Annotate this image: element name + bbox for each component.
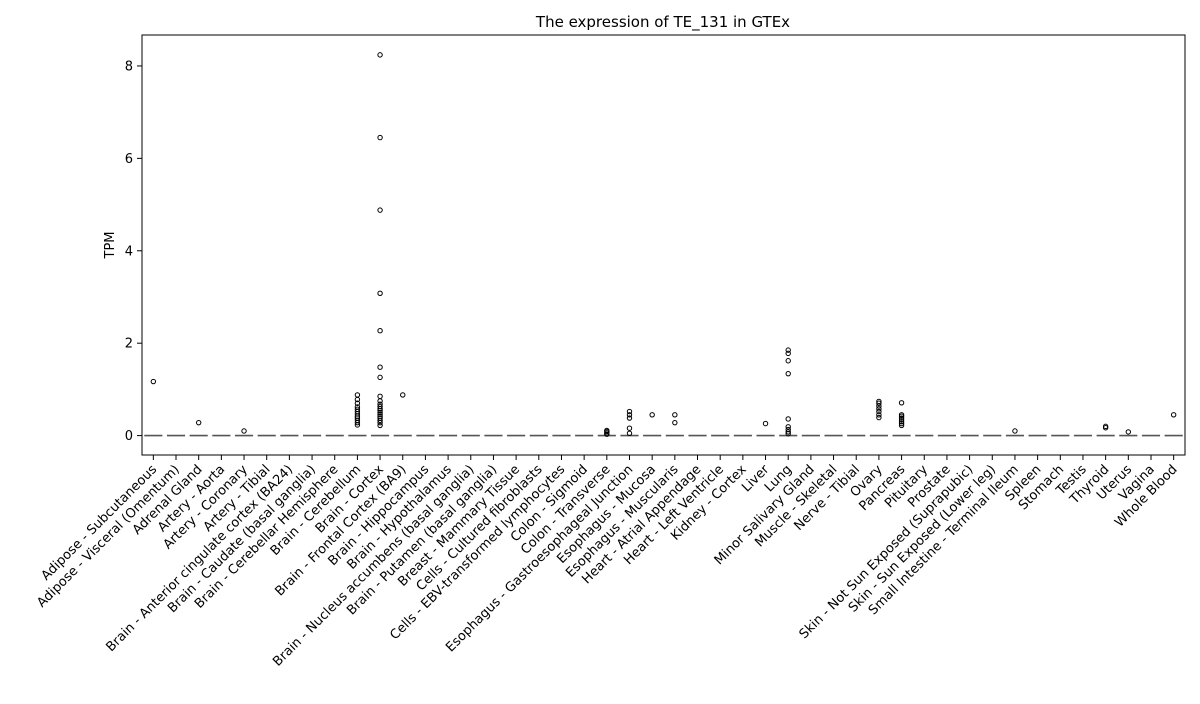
outlier-point [377, 409, 383, 416]
outlier-point [672, 419, 678, 426]
outlier-point [785, 347, 791, 353]
outlier-point [377, 328, 383, 334]
outlier-point [354, 400, 361, 406]
outlier-point [626, 408, 633, 415]
outlier-point [354, 404, 361, 410]
outlier-point [649, 412, 655, 418]
outlier-point [898, 422, 905, 429]
outlier-point [400, 392, 406, 398]
outlier-point [898, 419, 905, 425]
outlier-point [876, 414, 882, 421]
outlier-point [762, 420, 769, 427]
outlier-point [876, 400, 882, 406]
outlier-point [785, 416, 791, 422]
outlier-point [354, 406, 361, 412]
outlier-point [898, 420, 905, 427]
outlier-point [377, 422, 383, 429]
outlier-point [377, 411, 383, 418]
y-tick-label: 6 [125, 152, 133, 167]
outlier-point [377, 374, 383, 381]
outlier-point [1125, 429, 1132, 435]
outlier-point [354, 392, 361, 398]
outlier-point [785, 426, 791, 433]
outlier-point [377, 403, 383, 410]
y-axis: 0 2 4 6 8 [125, 59, 142, 444]
outlier-point [377, 398, 383, 404]
y-tick-label: 4 [125, 244, 133, 259]
outlier-point [1012, 428, 1018, 434]
outlier-point [785, 424, 791, 430]
outlier-point [377, 413, 383, 419]
outlier-point [377, 207, 383, 213]
outlier-point [672, 412, 678, 418]
y-axis-title: TPM [103, 232, 118, 260]
outlier-point [626, 415, 633, 421]
outlier-point [876, 412, 882, 418]
outlier-point [898, 412, 905, 418]
y-tick-label: 8 [125, 59, 133, 74]
outlier-point [377, 52, 383, 58]
outlier-point [1102, 423, 1109, 430]
chart-title: The expression of TE_131 in GTEx [535, 13, 790, 32]
outlier-point [604, 427, 610, 434]
outlier-point [626, 430, 633, 436]
axes-frame [141, 34, 1186, 456]
outlier-point [195, 419, 202, 426]
outlier-point [377, 415, 383, 421]
outlier-point [898, 417, 905, 423]
outlier-point [785, 429, 791, 435]
outlier-point [377, 401, 383, 407]
outlier-point [898, 415, 905, 421]
outlier-point [876, 408, 882, 415]
outlier-point [377, 393, 383, 400]
outlier-point [785, 358, 791, 364]
outlier-point [377, 290, 383, 296]
outlier-point [626, 425, 633, 431]
outlier-point [241, 428, 247, 434]
outlier-point [876, 406, 882, 412]
outlier-point [150, 378, 157, 385]
plot-area [144, 52, 1183, 437]
outlier-point [785, 350, 791, 357]
outlier-point [1170, 412, 1177, 418]
outlier-point [898, 400, 905, 406]
outlier-point [377, 134, 383, 141]
y-tick-label: 2 [125, 337, 133, 352]
outlier-point [785, 370, 791, 377]
outlier-point [377, 364, 383, 370]
outlier-point [876, 398, 882, 405]
y-tick-label: 0 [125, 429, 133, 444]
outlier-point [626, 412, 633, 418]
